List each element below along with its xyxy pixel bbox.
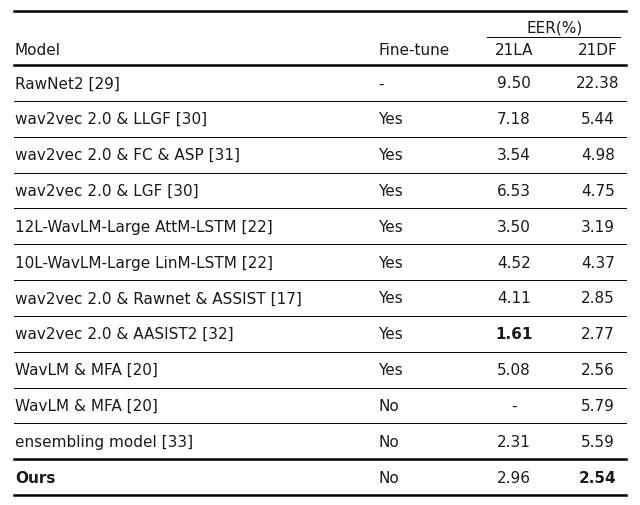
Text: 22.38: 22.38 xyxy=(576,76,620,91)
Text: No: No xyxy=(378,470,399,485)
Text: wav2vec 2.0 & AASIST2 [32]: wav2vec 2.0 & AASIST2 [32] xyxy=(15,327,234,341)
Text: wav2vec 2.0 & LGF [30]: wav2vec 2.0 & LGF [30] xyxy=(15,183,198,198)
Text: 3.54: 3.54 xyxy=(497,148,531,163)
Text: 4.98: 4.98 xyxy=(581,148,615,163)
Text: ensembling model [33]: ensembling model [33] xyxy=(15,434,193,449)
Text: 4.11: 4.11 xyxy=(497,291,531,306)
Text: WavLM & MFA [20]: WavLM & MFA [20] xyxy=(15,363,158,377)
Text: 21DF: 21DF xyxy=(578,42,618,58)
Text: Model: Model xyxy=(15,42,61,58)
Text: 5.59: 5.59 xyxy=(581,434,615,449)
Text: 2.77: 2.77 xyxy=(581,327,615,341)
Text: Yes: Yes xyxy=(378,291,403,306)
Text: wav2vec 2.0 & FC & ASP [31]: wav2vec 2.0 & FC & ASP [31] xyxy=(15,148,240,163)
Text: Yes: Yes xyxy=(378,363,403,377)
Text: 3.19: 3.19 xyxy=(581,219,615,234)
Text: No: No xyxy=(378,398,399,413)
Text: Ours: Ours xyxy=(15,470,56,485)
Text: 4.52: 4.52 xyxy=(497,255,531,270)
Text: 5.08: 5.08 xyxy=(497,363,531,377)
Text: 5.79: 5.79 xyxy=(581,398,615,413)
Text: 4.75: 4.75 xyxy=(581,183,615,198)
Text: Fine-tune: Fine-tune xyxy=(378,42,449,58)
Text: 5.44: 5.44 xyxy=(581,112,615,127)
Text: Yes: Yes xyxy=(378,327,403,341)
Text: -: - xyxy=(378,76,383,91)
Text: Yes: Yes xyxy=(378,255,403,270)
Text: 2.96: 2.96 xyxy=(497,470,531,485)
Text: 10L-WavLM-Large LinM-LSTM [22]: 10L-WavLM-Large LinM-LSTM [22] xyxy=(15,255,273,270)
Text: 2.31: 2.31 xyxy=(497,434,531,449)
Text: 1.61: 1.61 xyxy=(495,327,532,341)
Text: 4.37: 4.37 xyxy=(581,255,615,270)
Text: Yes: Yes xyxy=(378,112,403,127)
Text: EER(%): EER(%) xyxy=(527,21,583,35)
Text: 2.56: 2.56 xyxy=(581,363,615,377)
Text: No: No xyxy=(378,434,399,449)
Text: 9.50: 9.50 xyxy=(497,76,531,91)
Text: 12L-WavLM-Large AttM-LSTM [22]: 12L-WavLM-Large AttM-LSTM [22] xyxy=(15,219,273,234)
Text: Yes: Yes xyxy=(378,183,403,198)
Text: wav2vec 2.0 & LLGF [30]: wav2vec 2.0 & LLGF [30] xyxy=(15,112,207,127)
Text: 7.18: 7.18 xyxy=(497,112,531,127)
Text: 21LA: 21LA xyxy=(495,42,533,58)
Text: 2.85: 2.85 xyxy=(581,291,615,306)
Text: WavLM & MFA [20]: WavLM & MFA [20] xyxy=(15,398,158,413)
Text: RawNet2 [29]: RawNet2 [29] xyxy=(15,76,120,91)
Text: 3.50: 3.50 xyxy=(497,219,531,234)
Text: wav2vec 2.0 & Rawnet & ASSIST [17]: wav2vec 2.0 & Rawnet & ASSIST [17] xyxy=(15,291,302,306)
Text: Yes: Yes xyxy=(378,219,403,234)
Text: Yes: Yes xyxy=(378,148,403,163)
Text: 6.53: 6.53 xyxy=(497,183,531,198)
Text: -: - xyxy=(511,398,516,413)
Text: 2.54: 2.54 xyxy=(579,470,617,485)
